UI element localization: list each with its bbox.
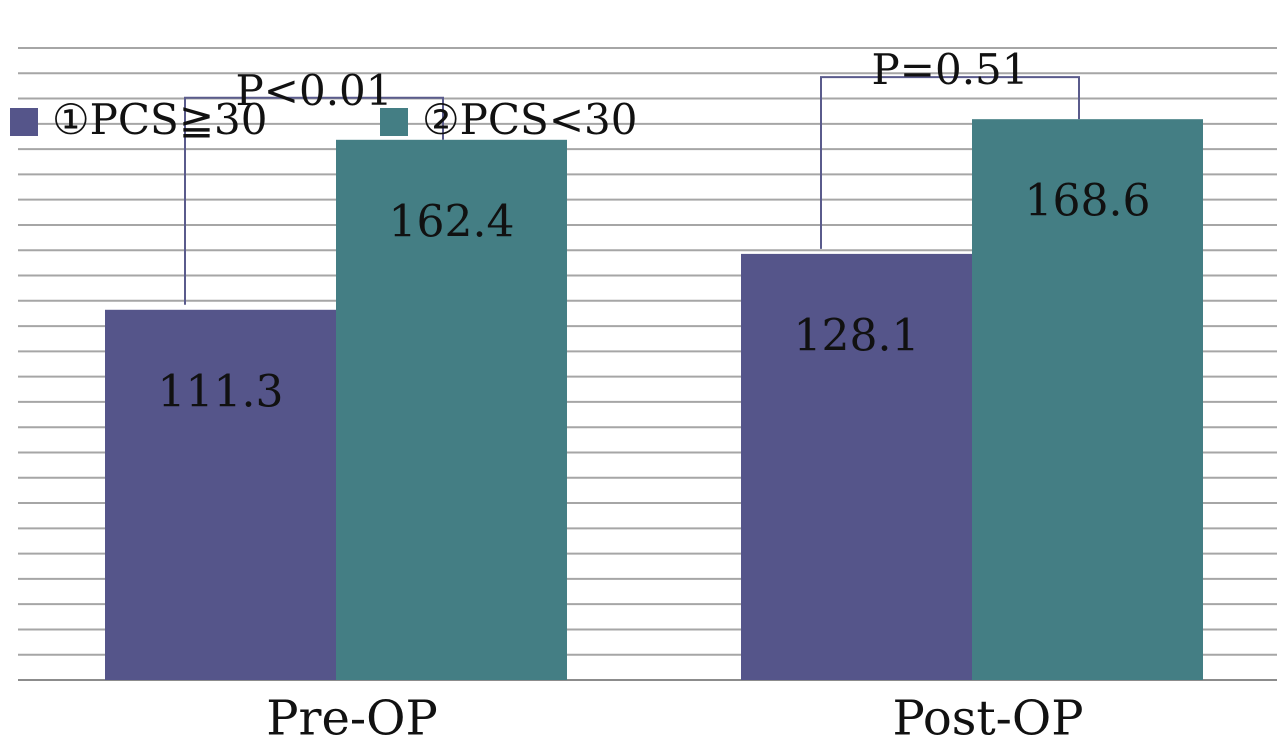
- bar-post-op-series-2: [972, 119, 1203, 680]
- significance-bracket: [820, 76, 1080, 249]
- legend-swatch: [10, 108, 38, 136]
- legend-label: ①PCS≧30: [52, 95, 267, 144]
- bar-value-label: 128.1: [794, 310, 920, 361]
- significance-bracket: [184, 96, 444, 305]
- bar-pre-op-series-2: [336, 139, 567, 680]
- p-value-label: P=0.51: [872, 45, 1029, 94]
- bar-value-label: 168.6: [1025, 176, 1151, 227]
- bars-layer: [105, 119, 1203, 681]
- p-value-label: P<0.01: [236, 66, 393, 115]
- category-labels-layer: Pre-OP Post-OP: [266, 691, 1083, 747]
- category-label: Post-OP: [892, 691, 1083, 747]
- annotations-layer: P<0.01 P=0.51: [184, 45, 1080, 305]
- bar-post-op-series-1: [741, 253, 972, 681]
- bar-value-label: 111.3: [158, 366, 284, 417]
- legend-swatch: [380, 108, 408, 136]
- bar-value-label: 162.4: [389, 196, 515, 247]
- legend-label: ②PCS<30: [422, 95, 637, 144]
- legend: ①PCS≧30 ②PCS<30: [10, 95, 637, 144]
- bar-pre-op-series-1: [105, 309, 336, 680]
- category-label: Pre-OP: [266, 691, 438, 747]
- value-labels-layer: 111.3 162.4 128.1 168.6: [158, 176, 1151, 418]
